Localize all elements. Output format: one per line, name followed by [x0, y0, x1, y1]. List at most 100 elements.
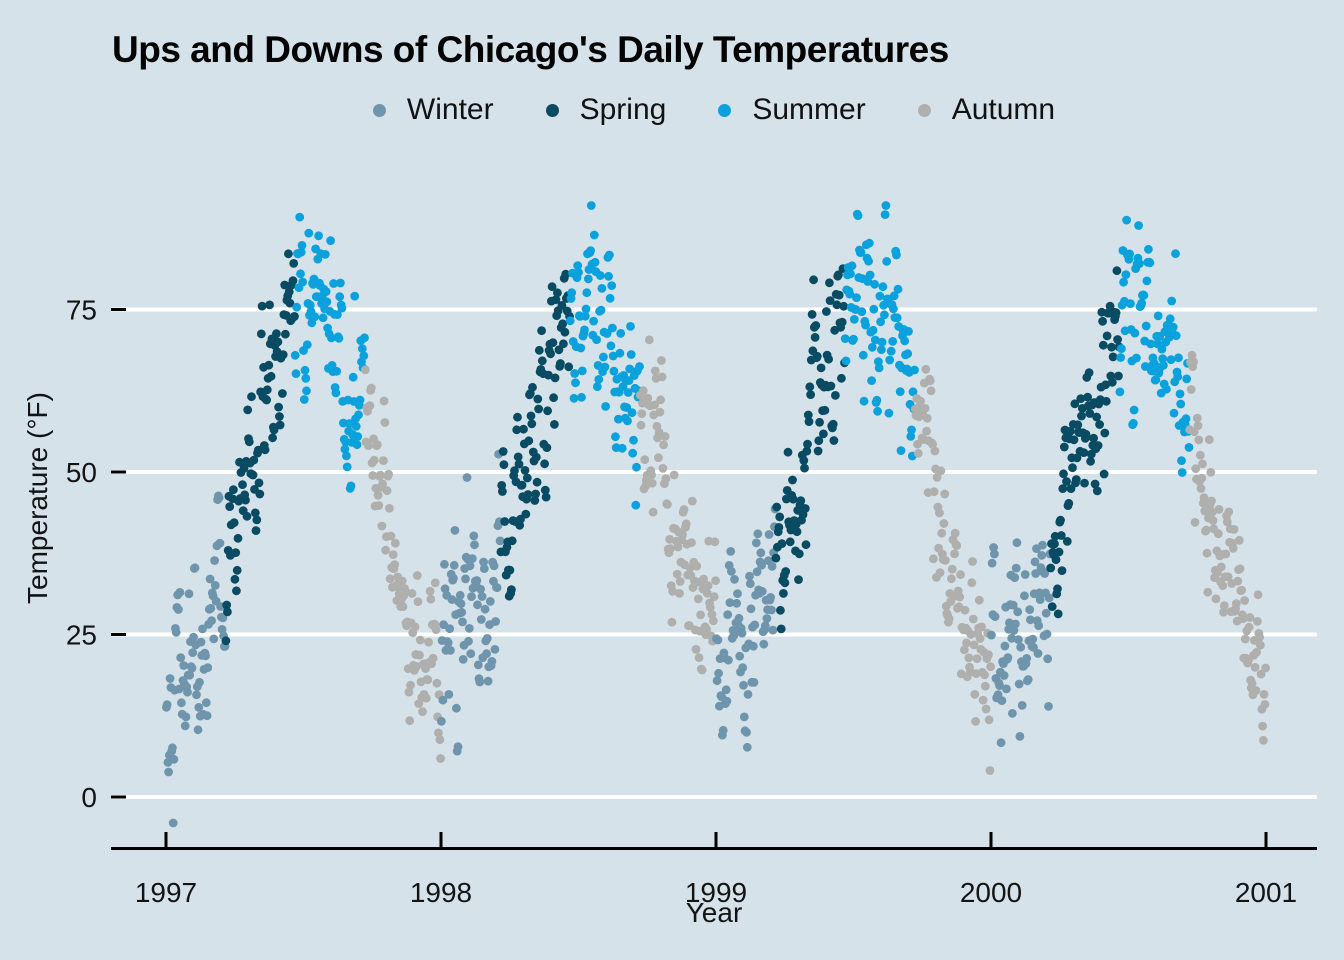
data-point: [1237, 585, 1246, 595]
data-point: [438, 695, 448, 705]
data-point: [903, 349, 913, 359]
data-point: [177, 698, 186, 708]
data-point: [1037, 551, 1047, 560]
data-point: [839, 301, 849, 311]
data-point: [599, 352, 608, 362]
data-point: [526, 411, 536, 421]
data-point: [971, 717, 980, 726]
x-tick-label: 1998: [410, 877, 472, 908]
data-point: [995, 681, 1004, 690]
data-point: [1166, 355, 1176, 365]
data-point: [365, 401, 375, 411]
data-point: [1008, 709, 1017, 718]
x-tick: [714, 832, 718, 847]
data-point: [187, 663, 197, 673]
x-tick: [164, 832, 168, 847]
data-point: [206, 603, 216, 613]
gridline: [111, 470, 1317, 474]
y-tick-label: 50: [66, 457, 97, 488]
data-point: [292, 302, 302, 312]
data-point: [783, 447, 793, 457]
data-point: [297, 241, 307, 250]
data-point: [1115, 387, 1125, 397]
data-point: [807, 310, 817, 319]
data-point: [181, 712, 191, 722]
data-point: [1000, 641, 1010, 651]
data-point: [531, 489, 540, 499]
data-point: [900, 336, 910, 346]
data-point: [378, 479, 387, 489]
data-point: [929, 487, 939, 497]
data-point: [466, 649, 476, 659]
data-point: [278, 350, 288, 359]
data-point: [369, 455, 379, 465]
data-point: [712, 676, 722, 686]
data-point: [930, 446, 940, 456]
data-point: [345, 419, 354, 428]
data-point: [1014, 679, 1024, 689]
data-point: [531, 452, 541, 462]
data-point: [1092, 412, 1101, 422]
data-point: [868, 325, 878, 335]
data-point: [342, 462, 352, 472]
data-point: [326, 236, 335, 246]
data-point: [809, 275, 818, 285]
data-point: [611, 432, 620, 442]
data-point: [592, 335, 601, 345]
data-point: [1025, 605, 1035, 614]
data-point: [1089, 433, 1098, 443]
x-tick: [1264, 832, 1268, 847]
data-point: [431, 625, 441, 634]
data-point: [1258, 721, 1267, 731]
y-tick: [111, 308, 126, 311]
data-point: [300, 365, 310, 375]
x-tick-label: 1997: [135, 877, 197, 908]
y-tick: [111, 795, 126, 799]
data-point: [449, 560, 459, 570]
data-point: [183, 687, 192, 697]
data-point: [507, 536, 517, 546]
data-point: [215, 538, 225, 548]
data-point: [335, 292, 345, 302]
data-point: [565, 316, 575, 326]
data-point: [1219, 607, 1228, 617]
data-point: [551, 295, 561, 304]
data-point: [593, 361, 603, 370]
data-point: [721, 685, 731, 695]
data-point: [990, 612, 1000, 621]
data-point: [665, 535, 675, 544]
data-point: [573, 261, 583, 270]
data-point: [1042, 629, 1052, 639]
data-point: [623, 388, 633, 397]
data-point: [796, 496, 806, 506]
x-tick-label: 2001: [1235, 877, 1297, 908]
data-point: [189, 632, 198, 642]
data-point: [507, 585, 516, 594]
data-point: [467, 554, 477, 563]
data-point: [669, 470, 679, 480]
data-point: [332, 366, 342, 376]
data-point: [748, 641, 758, 651]
data-point: [877, 345, 886, 355]
data-point: [203, 663, 213, 672]
data-point: [1199, 493, 1209, 503]
data-point: [1181, 414, 1191, 424]
data-point: [557, 301, 567, 310]
data-point: [1022, 654, 1032, 663]
data-point: [1098, 340, 1108, 350]
data-point: [249, 455, 259, 465]
data-point: [1245, 613, 1255, 622]
data-point: [1101, 396, 1111, 406]
data-point: [265, 300, 274, 310]
data-point: [360, 333, 369, 343]
data-point: [165, 674, 175, 683]
data-point: [184, 589, 194, 599]
data-point: [1208, 516, 1218, 525]
data-point: [168, 818, 178, 828]
data-point: [746, 604, 756, 614]
x-tick-label: 2000: [960, 877, 1022, 908]
data-point: [528, 382, 537, 392]
data-point: [577, 392, 586, 402]
data-point: [1017, 701, 1027, 710]
data-point: [243, 405, 253, 415]
